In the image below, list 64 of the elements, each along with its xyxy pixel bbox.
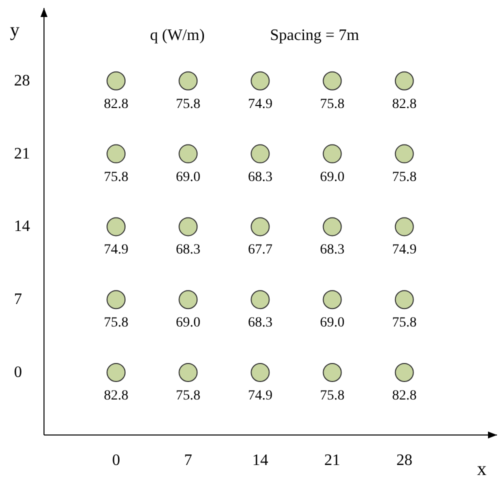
point [178, 217, 198, 236]
annotation: 75.8 [176, 96, 200, 112]
x-axis-title: x [477, 459, 487, 477]
x-tick-label: 21 [324, 452, 340, 469]
point [322, 290, 342, 310]
y-axis-title: y [10, 20, 20, 41]
point [394, 363, 414, 382]
annotation: 82.8 [104, 388, 128, 404]
point [106, 290, 126, 310]
point [178, 290, 198, 310]
annotation: 69.0 [176, 316, 200, 331]
y-tick-label: 14 [14, 218, 30, 236]
annotation: 68.3 [320, 242, 345, 258]
point [394, 290, 414, 310]
annotation: 68.3 [176, 242, 200, 258]
x-tick-label: 14 [252, 452, 268, 469]
annotation: 82.8 [392, 96, 417, 112]
point [178, 144, 198, 164]
point [250, 290, 270, 310]
annotation: 75.8 [320, 96, 345, 112]
point [394, 217, 414, 236]
point [322, 363, 342, 382]
point [322, 217, 342, 236]
point [178, 71, 198, 90]
point [106, 144, 126, 164]
point [394, 144, 414, 164]
annotation: 75.8 [104, 316, 128, 331]
y-tick-label: 21 [14, 145, 30, 162]
annotation: 69.0 [176, 170, 200, 185]
x-tick-label: 0 [112, 452, 120, 469]
x-tick-label: 28 [396, 452, 412, 469]
annotation: 67.7 [248, 242, 272, 258]
annotation: 82.8 [104, 96, 128, 112]
point [322, 71, 342, 90]
annotation: 69.0 [320, 316, 345, 331]
point [178, 363, 198, 382]
point [106, 217, 126, 236]
annotation: 75.8 [392, 170, 417, 185]
annotation: 75.8 [176, 388, 200, 404]
point [250, 144, 270, 164]
point [106, 71, 126, 90]
y-tick-label: 28 [14, 72, 30, 90]
annotation: 75.8 [392, 316, 417, 331]
annotation: 75.8 [320, 388, 345, 404]
point [250, 217, 270, 236]
annotation: 68.3 [248, 316, 272, 331]
annotation: 68.3 [248, 170, 272, 185]
annotation: 74.9 [248, 96, 272, 112]
annotation: Spacing = 7m [270, 27, 360, 44]
y-tick-label: 0 [14, 364, 22, 382]
point [394, 71, 414, 90]
annotation: 75.8 [104, 170, 128, 185]
annotation: 74.9 [104, 242, 128, 258]
point [250, 71, 270, 90]
point [250, 363, 270, 382]
annotation: 69.0 [320, 170, 345, 185]
y-tick-label: 7 [14, 291, 22, 308]
x-tick-label: 7 [184, 452, 192, 469]
annotation: 82.8 [392, 388, 417, 404]
annotation: q (W/m) [150, 27, 205, 44]
point [322, 144, 342, 164]
point [106, 363, 126, 382]
annotation: 74.9 [392, 242, 417, 258]
annotation: 74.9 [248, 388, 272, 404]
